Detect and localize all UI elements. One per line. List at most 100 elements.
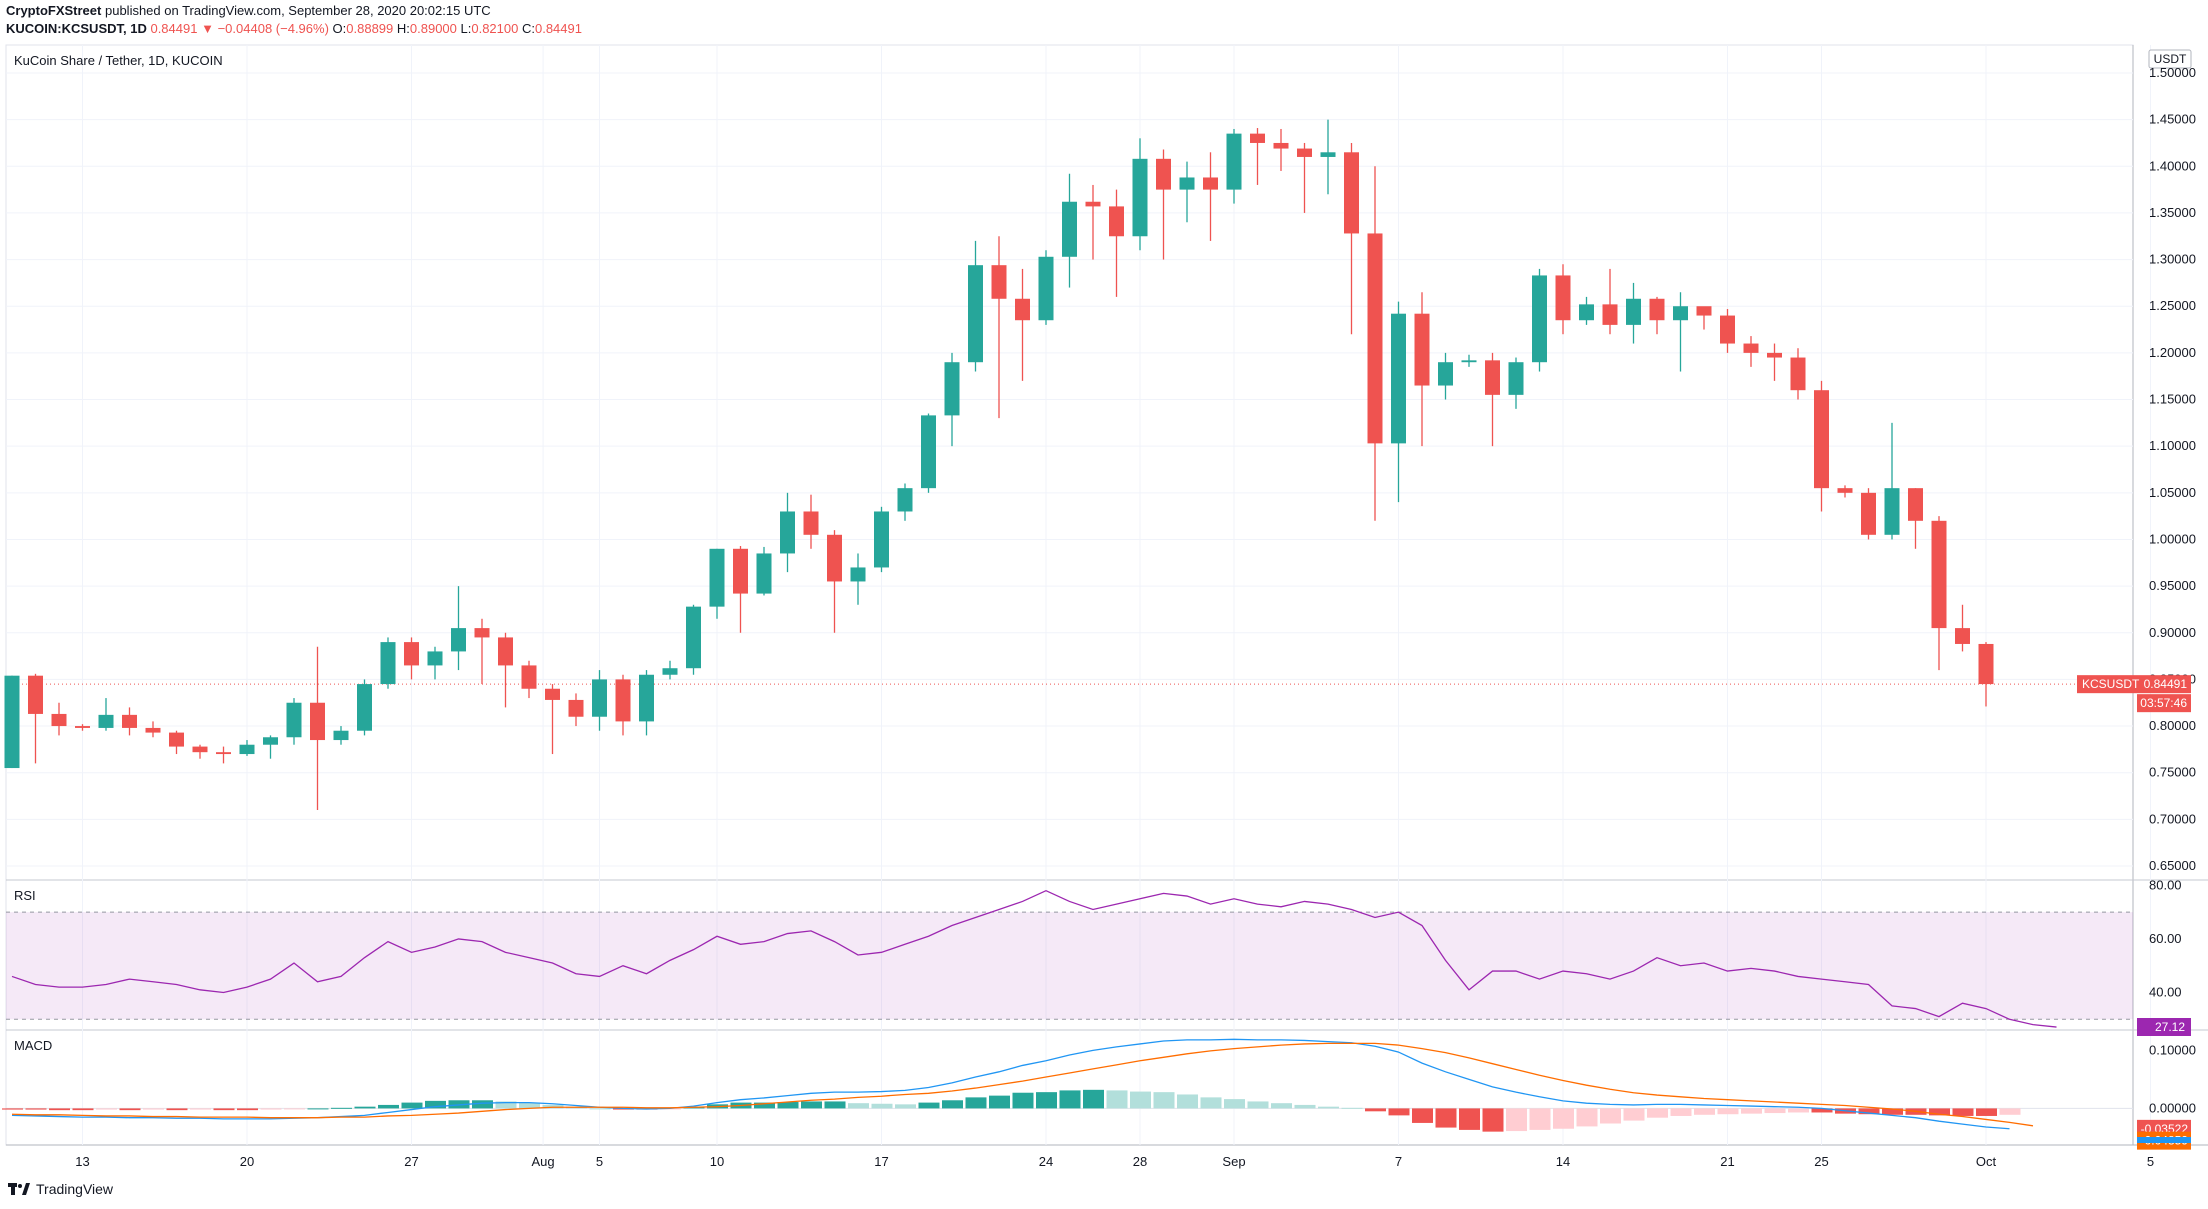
candle-body (944, 362, 960, 416)
macd-axis: 0.10000 0.00000 (2149, 1042, 2196, 1115)
candle-body (1391, 313, 1406, 444)
candle-body (521, 665, 537, 689)
currency-badge-text: USDT (2154, 52, 2187, 66)
macd-histogram-bar (284, 1108, 305, 1110)
time-axis: 13 20 27 Aug 5 10 17 24 28 Sep 7 14 21 25 Oct 5 (75, 1154, 2154, 1169)
candle-body (216, 752, 231, 755)
macd-histogram-bar (472, 1100, 493, 1109)
close-label: C: (521, 21, 535, 36)
price-tick-label: 1.50000 (2149, 65, 2196, 80)
macd-histogram-bar (965, 1097, 987, 1109)
high-label: H: (396, 21, 410, 36)
open-value: 0.88899 (346, 21, 394, 36)
macd-histogram-bar (401, 1102, 423, 1109)
candle-body (98, 714, 114, 728)
candle-body (1367, 233, 1383, 444)
candle-body (1414, 313, 1430, 386)
macd-histogram-bar (354, 1106, 376, 1109)
macd-histogram-bar (1318, 1106, 1339, 1109)
publication-line: CryptoFXStreet published on TradingView.… (6, 3, 491, 18)
macd-histogram-bar (1083, 1089, 1104, 1109)
rsi-line (11, 889, 2057, 1028)
price-tick-label: 1.45000 (2149, 112, 2196, 127)
price-tick-label: 0.95000 (2149, 578, 2196, 593)
chart-legend-title: KuCoin Share / Tether, 1D, KUCOIN (14, 53, 223, 68)
macd-histogram-bar (1059, 1090, 1081, 1109)
time-tick-label: 7 (1395, 1154, 1402, 1169)
rsi-label: RSI (14, 888, 36, 903)
candle-body (451, 628, 466, 652)
candle-body (1250, 133, 1265, 143)
macd-histogram-bar (378, 1104, 399, 1109)
macd-histogram-bar (871, 1103, 893, 1109)
time-tick-label: 5 (596, 1154, 603, 1169)
time-tick-label: 17 (874, 1154, 888, 1169)
candle-body (1837, 488, 1853, 493)
candle-body (357, 684, 372, 731)
candle-body (1485, 360, 1500, 395)
macd-histogram-bar (1506, 1108, 1527, 1132)
tradingview-logo[interactable]: TradingView (8, 1181, 113, 1197)
macd-histogram-bar (1130, 1091, 1151, 1109)
signal-line (11, 1042, 2034, 1127)
candle-body (1696, 306, 1712, 316)
macd-histogram-bar (331, 1107, 352, 1109)
macd-histogram-bar (1647, 1108, 1668, 1118)
last-price: 0.84491 (150, 21, 198, 36)
macd-histogram-bar (1247, 1101, 1269, 1109)
tradingview-logo-icon (8, 1183, 30, 1195)
candle-body (1015, 298, 1030, 321)
candle-body (1109, 206, 1124, 237)
symbol-ohlc-line: KUCOIN:KCSUSDT, 1D 0.84491 ▼ −0.04408 (−… (6, 21, 582, 36)
price-tick-label: 1.10000 (2149, 438, 2196, 453)
macd-histogram-bar (1435, 1108, 1457, 1128)
time-tick-label: 24 (1039, 1154, 1053, 1169)
macd-histogram-bar (1459, 1108, 1480, 1130)
macd-histogram-bar (1224, 1099, 1245, 1109)
currency-badge: USDT (2148, 49, 2192, 69)
macd-histogram-bar (237, 1108, 258, 1111)
macd-histogram-bar (1553, 1108, 1574, 1129)
macd-histogram-bar (1177, 1094, 1198, 1109)
macd-histogram-bar (942, 1100, 963, 1109)
time-tick-label: 20 (240, 1154, 254, 1169)
open-label: O: (332, 21, 347, 36)
published-info: published on TradingView.com, September … (104, 3, 491, 18)
macd-histogram-bar (1670, 1108, 1692, 1116)
time-tick-label: Oct (1976, 1154, 1997, 1169)
candle-body (1461, 360, 1477, 363)
macd-line (11, 1038, 2010, 1130)
macd-histogram-bar (1529, 1108, 1551, 1130)
candle-body (1320, 152, 1336, 157)
macd-histogram-bar (895, 1104, 916, 1109)
candle-body (1649, 298, 1665, 321)
candle-body (803, 511, 819, 535)
macd-histogram-bar (1623, 1108, 1645, 1121)
price-tick-label: 0.65000 (2149, 858, 2196, 873)
candle-body (1203, 177, 1218, 190)
candle-body (921, 415, 936, 489)
macd-histogram-bar (213, 1108, 235, 1111)
candle-body (568, 699, 584, 717)
macd-histogram-bar (1600, 1108, 1621, 1124)
candle-body (28, 675, 43, 714)
close-value: 0.84491 (534, 21, 582, 36)
candle-body (1884, 488, 1900, 535)
candle-body (1743, 343, 1759, 353)
macd-histogram-bar (1576, 1108, 1598, 1127)
price-change: −0.04408 (−4.96%) (217, 21, 329, 36)
candle-body (733, 548, 748, 594)
candle-body (709, 548, 725, 607)
macd-histogram-bar (1153, 1092, 1175, 1109)
price-tick-label: 1.15000 (2149, 392, 2196, 407)
macd-histogram-bar (1788, 1108, 1809, 1113)
price-axis: 1.50000 1.45000 1.40000 1.35000 1.30000 1.250… (2149, 65, 2196, 873)
macd-histogram-bar (1694, 1108, 1715, 1115)
candle-body (662, 668, 678, 675)
price-tick-label: 0.70000 (2149, 811, 2196, 826)
time-tick-label: Aug (532, 1154, 555, 1169)
candle-body (686, 606, 701, 669)
candle-body (756, 553, 772, 594)
macd-histogram-bar (1012, 1092, 1034, 1109)
